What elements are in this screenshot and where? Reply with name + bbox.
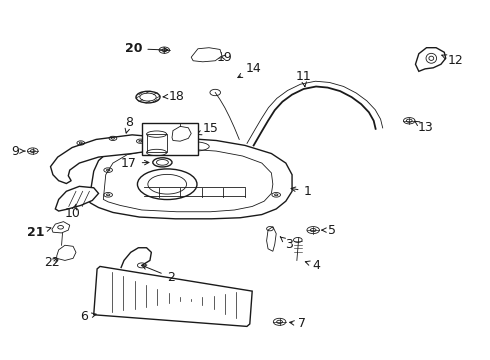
Text: 7: 7 xyxy=(290,318,306,330)
Text: 9: 9 xyxy=(12,145,25,158)
Text: 21: 21 xyxy=(27,226,51,239)
Text: 17: 17 xyxy=(121,157,149,170)
Text: 16: 16 xyxy=(166,146,182,159)
Text: 10: 10 xyxy=(65,204,81,220)
Text: 20: 20 xyxy=(125,42,168,55)
Text: 19: 19 xyxy=(217,51,233,64)
Bar xyxy=(142,123,198,155)
Text: 8: 8 xyxy=(125,116,133,133)
Polygon shape xyxy=(89,138,292,219)
Bar xyxy=(147,134,167,153)
Polygon shape xyxy=(267,226,276,251)
Text: 4: 4 xyxy=(305,259,320,272)
Text: 15: 15 xyxy=(197,122,219,135)
Text: 3: 3 xyxy=(280,237,293,251)
Text: 22: 22 xyxy=(44,256,60,269)
Polygon shape xyxy=(191,48,222,62)
Polygon shape xyxy=(416,48,446,71)
Text: 2: 2 xyxy=(142,265,174,284)
Text: 6: 6 xyxy=(80,310,96,323)
Polygon shape xyxy=(55,186,98,211)
Text: 5: 5 xyxy=(322,224,337,237)
Text: 13: 13 xyxy=(415,121,433,134)
Polygon shape xyxy=(52,222,70,233)
Polygon shape xyxy=(57,245,76,260)
Polygon shape xyxy=(94,266,252,327)
Text: 1: 1 xyxy=(291,185,311,198)
Text: 14: 14 xyxy=(238,62,262,78)
Text: 12: 12 xyxy=(442,54,463,67)
Polygon shape xyxy=(50,135,162,184)
Text: 11: 11 xyxy=(295,71,312,87)
Text: 18: 18 xyxy=(163,90,185,103)
Polygon shape xyxy=(172,126,191,141)
